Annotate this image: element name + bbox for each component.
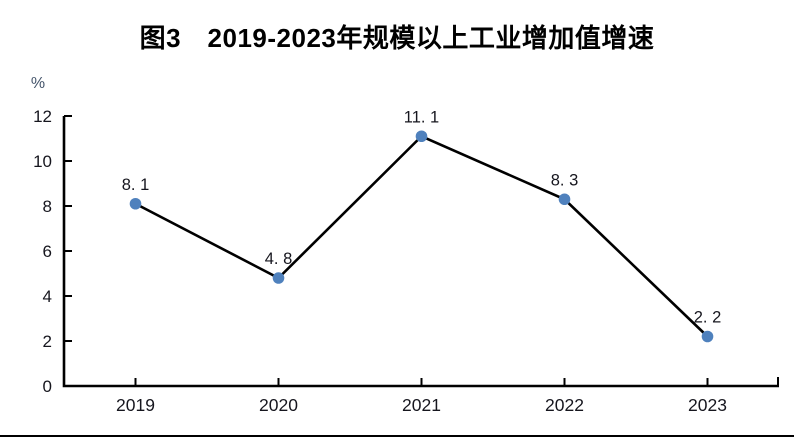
chart-title: 图3 2019-2023年规模以上工业增加值增速 — [139, 23, 655, 53]
y-tick-label: 8 — [43, 197, 52, 216]
data-point — [558, 193, 571, 206]
x-tick-label: 2021 — [402, 395, 441, 415]
point-label: 11. 1 — [404, 108, 439, 126]
y-tick-label: 2 — [43, 332, 52, 351]
point-label: 4. 8 — [265, 250, 293, 268]
data-point — [415, 130, 428, 143]
data-line — [134, 134, 709, 338]
y-tick-label: 4 — [43, 287, 52, 306]
x-tick-label: 2020 — [259, 395, 298, 415]
y-tick-label: 10 — [33, 152, 52, 171]
point-label: 8. 3 — [551, 171, 579, 189]
y-tick-label: 6 — [43, 242, 52, 261]
x-tick-label: 2023 — [688, 395, 727, 415]
data-point — [272, 272, 285, 284]
data-point — [701, 330, 714, 343]
data-point — [129, 197, 142, 210]
point-label: 2. 2 — [694, 309, 722, 327]
axes — [62, 116, 779, 388]
y-tick-label: 12 — [33, 107, 52, 126]
point-label: 8. 1 — [122, 176, 150, 194]
y-axis-unit-label: % — [31, 75, 45, 92]
bottom-rule — [0, 435, 794, 437]
x-tick-label: 2022 — [545, 395, 584, 415]
y-tick-label: 0 — [43, 377, 52, 396]
x-tick-label: 2019 — [116, 395, 155, 415]
